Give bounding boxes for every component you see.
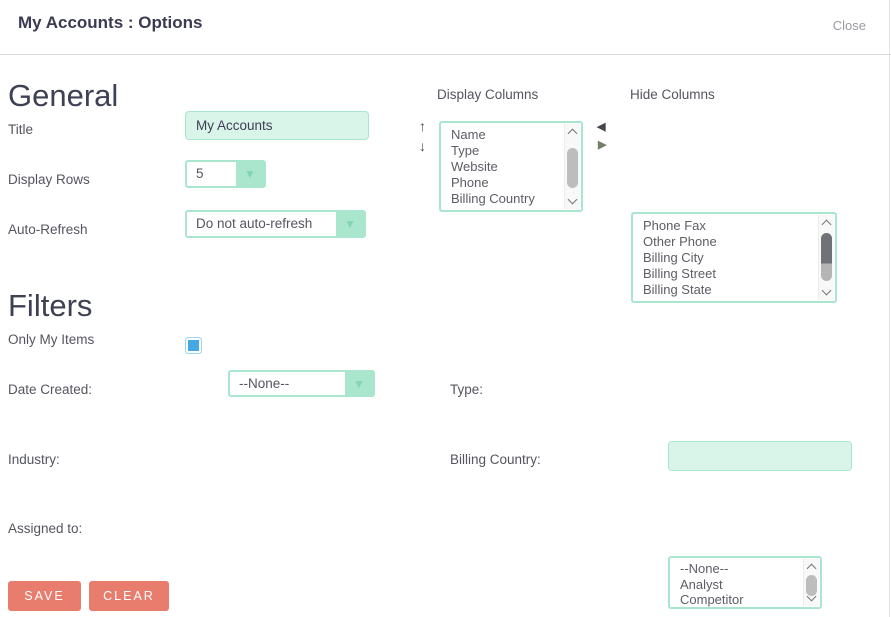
list-option[interactable]: Other Phone	[643, 234, 717, 249]
clear-button[interactable]: CLEAR	[89, 581, 169, 611]
hide-columns-list[interactable]: Phone Fax Other Phone Billing City Billing …	[631, 212, 837, 303]
display-columns-list[interactable]: Name Type Website Phone Billing Country	[439, 121, 583, 212]
type-multiselect[interactable]: --None--AnalystCompetitorCustomer	[668, 556, 822, 609]
move-down-icon[interactable]: ↓	[419, 138, 426, 154]
date-created-label: Date Created:	[8, 382, 93, 397]
move-left-icon[interactable]: ◀	[597, 121, 606, 133]
display-columns-options: Name Type Website Phone Billing Country	[441, 123, 565, 210]
move-right-icon[interactable]: ▶	[598, 139, 607, 151]
list-option[interactable]: Phone Fax	[643, 218, 706, 233]
date-created-select[interactable]: --None-- ▼	[228, 370, 375, 397]
list-option[interactable]: --None--	[680, 561, 729, 576]
billing-country-input[interactable]	[668, 441, 852, 471]
industry-label: Industry:	[8, 452, 60, 467]
display-rows-label: Display Rows	[8, 172, 90, 187]
hide-columns-options: Phone Fax Other Phone Billing City Billing …	[633, 214, 819, 301]
date-created-dropdown-button[interactable]: ▼	[345, 372, 373, 395]
list-option[interactable]: Analyst	[680, 576, 723, 592]
billing-country-label: Billing Country:	[450, 452, 541, 467]
list-option[interactable]: Billing State	[643, 282, 712, 297]
general-heading: General	[8, 78, 119, 113]
display-rows-value: 5	[196, 166, 204, 181]
display-columns-label: Display Columns	[437, 87, 539, 102]
auto-refresh-dropdown-button[interactable]: ▼	[336, 212, 364, 236]
list-option[interactable]: Name	[451, 127, 486, 142]
page-title: My Accounts : Options	[18, 13, 203, 32]
save-button[interactable]: SAVE	[8, 581, 81, 611]
display-rows-select[interactable]: 5 ▼	[185, 160, 266, 188]
scroll-up-icon[interactable]	[567, 128, 578, 139]
auto-refresh-select[interactable]: Do not auto-refresh ▼	[185, 210, 366, 238]
scrollbar-thumb[interactable]	[806, 575, 817, 596]
scrollbar[interactable]	[564, 124, 580, 209]
list-option[interactable]: Website	[451, 159, 498, 174]
header-divider	[0, 54, 891, 55]
chevron-down-icon: ▼	[344, 217, 356, 231]
assigned-to-label: Assigned to:	[8, 521, 83, 536]
filters-heading: Filters	[8, 288, 93, 323]
scroll-up-icon[interactable]	[821, 219, 832, 230]
scroll-down-icon[interactable]	[821, 285, 832, 296]
list-option[interactable]: Billing Street	[643, 266, 716, 281]
title-input[interactable]	[185, 111, 369, 140]
scroll-down-icon[interactable]	[567, 194, 578, 205]
page-right-edge	[889, 0, 890, 617]
scrollbar-thumb[interactable]	[567, 148, 578, 188]
only-my-items-label: Only My Items	[8, 332, 95, 347]
title-label: Title	[8, 122, 34, 137]
date-created-value: --None--	[239, 376, 290, 391]
auto-refresh-label: Auto-Refresh	[8, 222, 88, 237]
list-option[interactable]: Type	[451, 143, 480, 158]
display-rows-dropdown-button[interactable]: ▼	[236, 162, 264, 186]
scrollbar-thumb[interactable]	[821, 233, 832, 281]
type-options: --None--AnalystCompetitorCustomer	[670, 558, 804, 607]
close-button[interactable]: Close	[832, 18, 866, 33]
list-option[interactable]: Billing City	[643, 250, 704, 265]
list-option[interactable]: Billing Country	[451, 191, 535, 206]
auto-refresh-value: Do not auto-refresh	[196, 216, 313, 231]
scrollbar[interactable]	[818, 215, 834, 300]
scroll-up-icon[interactable]	[806, 563, 817, 574]
list-option[interactable]: Competitor	[680, 592, 744, 607]
scrollbar[interactable]	[803, 559, 819, 606]
move-up-icon[interactable]: ↑	[419, 118, 426, 134]
chevron-down-icon: ▼	[353, 376, 365, 391]
list-option[interactable]: Phone	[451, 175, 489, 190]
type-label: Type:	[450, 382, 484, 397]
only-my-items-checkbox[interactable]	[185, 337, 202, 354]
chevron-down-icon: ▼	[244, 167, 256, 181]
hide-columns-label: Hide Columns	[630, 87, 715, 102]
